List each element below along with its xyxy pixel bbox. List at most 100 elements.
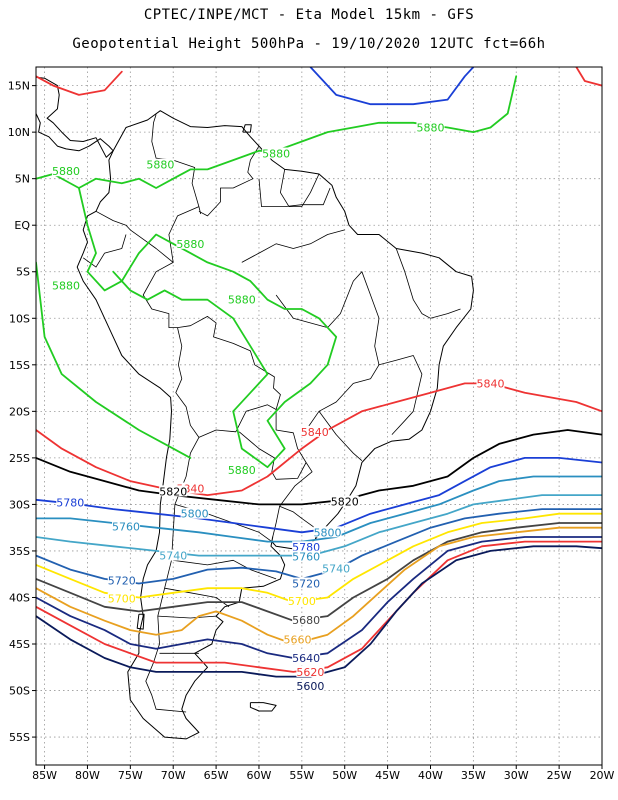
contour-label-bg: [416, 121, 445, 133]
contour-label: 5780: [56, 497, 84, 510]
contour-label-bg: [112, 520, 141, 532]
border-bolivia-brazil: [177, 316, 281, 410]
contour-label-bg: [292, 550, 321, 562]
border-argentina-provinces-2: [173, 559, 277, 580]
coastline-malvinas: [249, 702, 277, 712]
contour-label: 5760: [112, 521, 140, 534]
contour-label: 5840: [477, 377, 505, 390]
lon-tick-label: 35W: [461, 769, 486, 782]
contour-label-bg: [176, 482, 205, 494]
lon-tick-label: 70W: [161, 769, 186, 782]
lat-tick-label: 10N: [8, 126, 30, 139]
contour-navy-5600: [36, 545, 602, 678]
border-bolivia-paraguay-argentina: [198, 404, 307, 480]
contour-label-bg: [262, 147, 291, 159]
contour-red-ne-corner: [575, 67, 602, 87]
contour-label-bg: [180, 507, 209, 519]
coastline-chiloe: [136, 613, 145, 630]
contour-label-bg: [292, 651, 321, 663]
lon-tick-label: 25W: [547, 769, 572, 782]
contour-label: 5700: [108, 592, 136, 605]
contour-label: 5820: [159, 485, 187, 498]
contour-label-bg: [296, 679, 325, 691]
contour-label: 5820: [331, 496, 359, 509]
contour-label-bg: [300, 425, 329, 437]
contour-black-5820: [36, 429, 602, 506]
lon-tick-label: 85W: [32, 769, 57, 782]
contour-label-bg: [146, 158, 175, 170]
contour-label: 5800: [181, 508, 209, 521]
lon-tick-label: 75W: [118, 769, 143, 782]
contour-label-bg: [313, 526, 342, 538]
contour-label: 5880: [228, 294, 256, 307]
lon-tick-label: 55W: [289, 769, 314, 782]
title-line-1: CPTEC/INPE/MCT - Eta Model 15km - GFS: [143, 7, 475, 23]
lon-tick-label: 50W: [332, 769, 357, 782]
contour-label-bg: [292, 613, 321, 625]
border-brazil-state-lines-2: [275, 271, 380, 431]
lat-tick-label: 5S: [16, 266, 30, 279]
contour-label: 5800: [314, 526, 342, 539]
map-frame: [35, 66, 603, 766]
lat-tick-label: 30S: [9, 498, 30, 511]
lon-tick-label: 40W: [418, 769, 443, 782]
border-peru-bolivia: [175, 327, 183, 398]
contour-label: 5880: [416, 121, 444, 134]
contour-red-5860-north: [36, 70, 123, 96]
contour-label: 5880: [176, 238, 204, 251]
contour-label: 5600: [296, 680, 324, 693]
contour-label: 5880: [146, 159, 174, 172]
contour-label: 5880: [52, 165, 80, 178]
contour-label: 5740: [159, 550, 187, 563]
contour-label-bg: [159, 485, 188, 497]
contour-label: 5840: [301, 426, 329, 439]
contour-lightblue-5740: [36, 494, 602, 557]
contour-label: 5700: [288, 595, 316, 608]
lat-tick-label: 15N: [8, 80, 30, 93]
border-uruguay-argentina: [272, 506, 280, 538]
contour-label-bg: [52, 165, 81, 177]
contour-label: 5680: [292, 614, 320, 627]
lon-tick-label: 45W: [375, 769, 400, 782]
border-brazil-state-lines-3: [241, 229, 345, 263]
lat-tick-label: 55S: [9, 731, 30, 744]
contour-label-bg: [107, 592, 136, 604]
contour-label: 5660: [284, 633, 312, 646]
lon-tick-label: 30W: [504, 769, 529, 782]
lat-tick-label: 35S: [9, 545, 30, 558]
contour-label-bg: [296, 665, 325, 677]
title-line-2: Geopotential Height 500hPa - 19/10/2020 …: [72, 36, 546, 52]
contour-label-bg: [159, 549, 188, 561]
lon-tick-label: 20W: [590, 769, 615, 782]
lat-tick-label: EQ: [14, 219, 30, 232]
lon-tick-label: 80W: [75, 769, 100, 782]
contour-label-bg: [283, 633, 312, 645]
coastline-south-america: [76, 110, 474, 740]
contour-label-bg: [292, 577, 321, 589]
border-ecuador-peru: [82, 234, 127, 268]
contour-label: 5880: [52, 280, 80, 293]
contour-label: 5640: [292, 652, 320, 665]
lat-tick-label: 25S: [9, 452, 30, 465]
contour-label-bg: [227, 463, 256, 475]
lon-axis: 85W 80W 75W 70W 65W 60W 55W 50W 45W 40W 35W 30W 25W 2…: [32, 765, 615, 782]
coastline-trinidad: [242, 124, 252, 133]
border-venezuela-guyana: [198, 145, 260, 217]
border-argentina-provinces-4: [157, 615, 217, 619]
border-brazil-state-lines-4: [378, 355, 423, 435]
lat-tick-label: 40S: [9, 591, 30, 604]
contour-label: 5720: [292, 578, 320, 591]
contour-label-bg: [107, 574, 136, 586]
plot-area: 5880 5880 5880 5880 5880 5880 5880 5880 5840 5840…: [36, 67, 602, 740]
country-borders: [82, 114, 461, 713]
contour-green-5880-amazon: [78, 187, 338, 469]
contour-label-bg: [476, 377, 505, 389]
border-brazil-state-lines-5: [318, 411, 363, 462]
contour-label-bg: [292, 541, 321, 553]
contour-green-5880-west: [36, 261, 192, 459]
coastline-central-america: [36, 76, 114, 158]
contour-label-bg: [287, 595, 316, 607]
contour-label: 5760: [292, 551, 320, 564]
border-guyana-suriname-fg: [280, 169, 320, 207]
